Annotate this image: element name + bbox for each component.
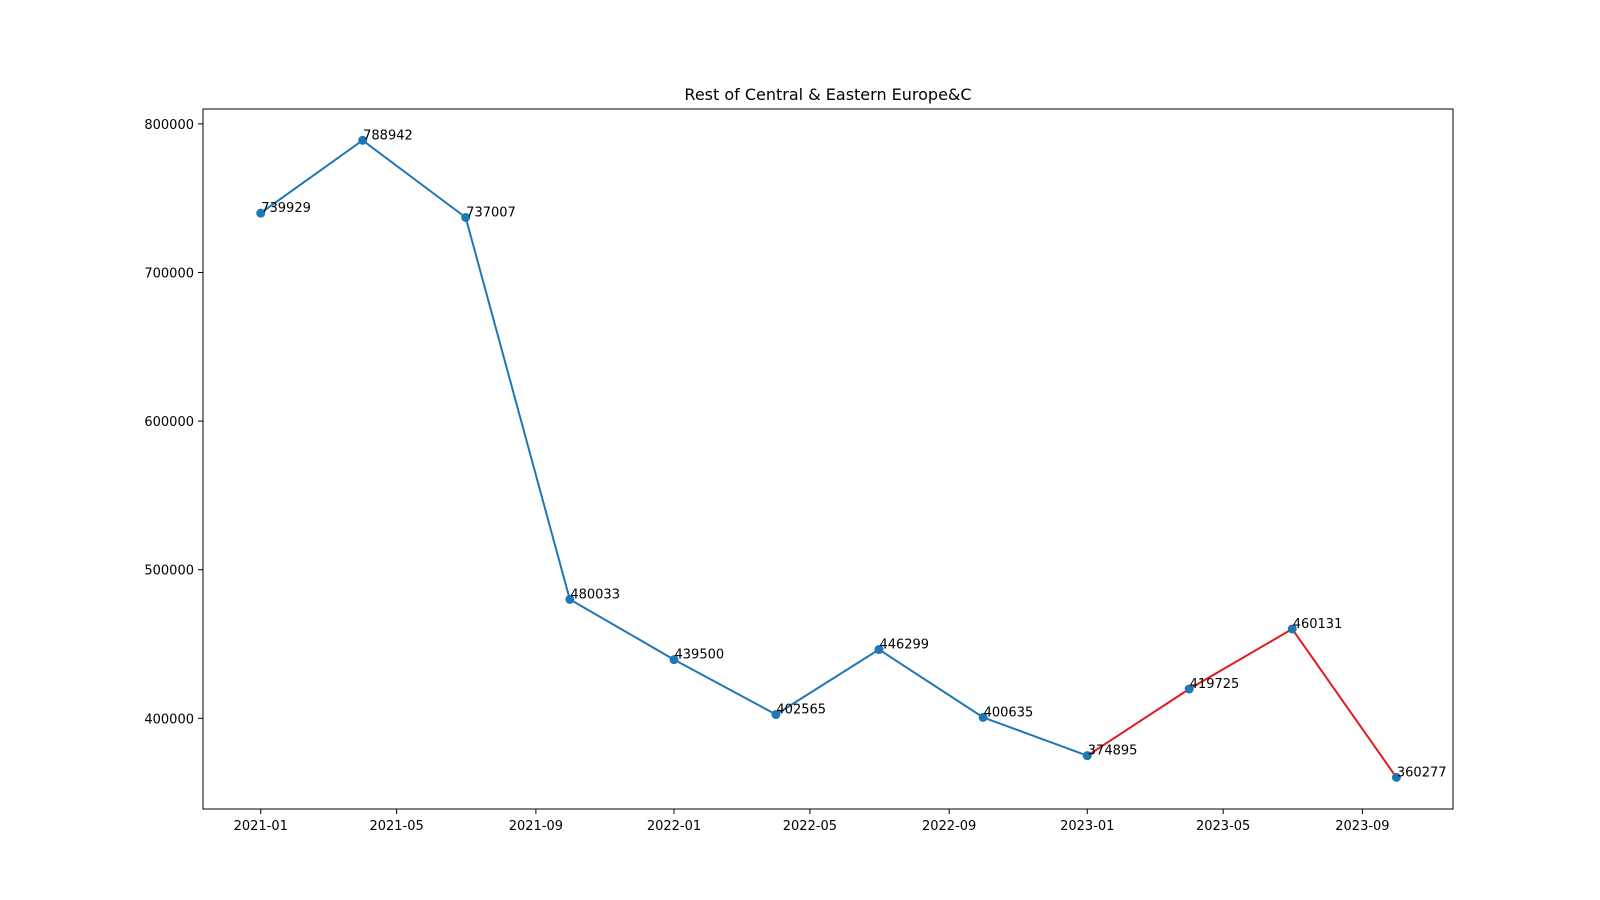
- x-axis-tick-label: 2021-09: [509, 819, 563, 834]
- x-axis-tick-label: 2021-01: [234, 819, 288, 834]
- data-point-label: 360277: [1397, 765, 1447, 780]
- y-axis-tick-label: 700000: [144, 266, 194, 281]
- x-axis-tick-label: 2023-09: [1335, 819, 1389, 834]
- y-axis-tick-label: 500000: [144, 564, 194, 579]
- data-point-label: 446299: [879, 638, 929, 653]
- data-point-marker: [1082, 751, 1092, 761]
- chart-title: Rest of Central & Eastern Europe&C: [684, 85, 971, 104]
- plot-area-frame: [202, 108, 1454, 810]
- y-axis-tick-label: 600000: [144, 415, 194, 430]
- data-point-marker: [461, 212, 471, 222]
- data-point-label: 402565: [776, 703, 826, 718]
- data-point-label: 480033: [570, 587, 620, 602]
- data-point-marker: [1184, 684, 1194, 694]
- x-axis-tick-label: 2021-05: [369, 819, 423, 834]
- data-point-marker: [1287, 624, 1297, 634]
- data-point-label: 400635: [984, 705, 1034, 720]
- data-point-marker: [256, 208, 266, 218]
- data-point-label: 439500: [675, 648, 725, 663]
- x-axis-tick-label: 2023-05: [1196, 819, 1250, 834]
- data-point-label: 460131: [1293, 617, 1343, 632]
- data-point-marker: [1391, 772, 1401, 782]
- x-axis-tick-label: 2022-05: [783, 819, 837, 834]
- y-axis-tick-label: 800000: [144, 118, 194, 133]
- x-axis-tick-label: 2022-09: [922, 819, 976, 834]
- y-axis-tick-label: 400000: [144, 712, 194, 727]
- data-point-label: 737007: [466, 205, 516, 220]
- data-point-marker: [669, 655, 679, 665]
- data-point-label: 419725: [1190, 677, 1240, 692]
- data-point-label: 739929: [261, 201, 311, 216]
- data-point-marker: [565, 594, 575, 604]
- series-line-segment-2: [1086, 628, 1398, 778]
- data-point-label: 788942: [363, 128, 413, 143]
- data-point-marker: [771, 710, 781, 720]
- x-axis-tick-label: 2022-01: [647, 819, 701, 834]
- x-axis-tick-label: 2023-01: [1060, 819, 1114, 834]
- data-point-marker: [874, 645, 884, 655]
- data-point-marker: [978, 712, 988, 722]
- data-point-label: 374895: [1088, 744, 1138, 759]
- data-point-marker: [358, 135, 368, 145]
